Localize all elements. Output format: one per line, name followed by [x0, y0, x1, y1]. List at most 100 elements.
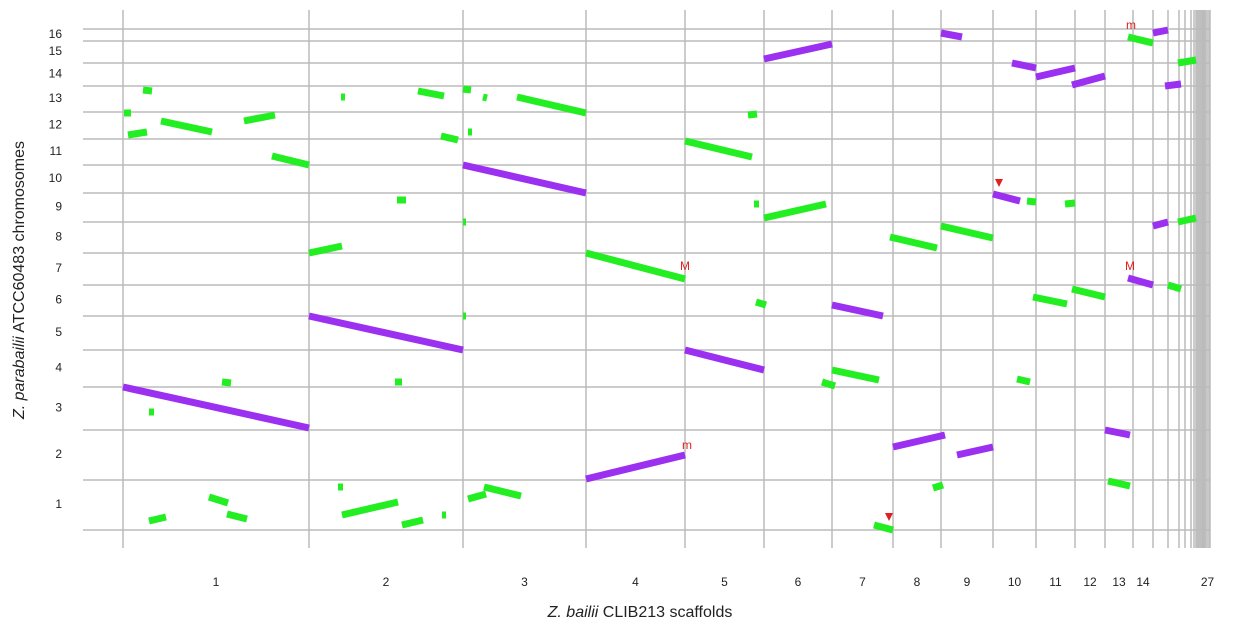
- y-title-species: Z. parabailii: [11, 336, 28, 420]
- y-tick-label: 6: [55, 293, 62, 307]
- synteny-block: [940, 29, 963, 41]
- synteny-block: [308, 312, 464, 354]
- marker-triangle: [885, 513, 893, 521]
- synteny-block: [483, 483, 522, 500]
- grid: [83, 10, 1211, 548]
- x-tick-label: 11: [1049, 575, 1062, 589]
- synteny-block: [467, 490, 487, 503]
- synteny-block: [747, 110, 758, 119]
- synteny-block: [516, 93, 587, 117]
- synteny-block: [1032, 293, 1068, 308]
- y-tick-label: 7: [55, 261, 62, 275]
- synteny-block: [1071, 72, 1106, 89]
- synteny-block: [820, 378, 837, 390]
- x-tick-label: 12: [1083, 575, 1097, 589]
- synteny-block: [1104, 426, 1131, 439]
- synteny-block: [341, 498, 399, 519]
- x-axis-title: Z. bailii CLIB213 scaffolds: [547, 604, 733, 621]
- synteny-block: [1026, 197, 1037, 206]
- synteny-block: [585, 249, 686, 283]
- x-tick-label: 10: [1008, 575, 1022, 589]
- synteny-block: [1071, 285, 1106, 301]
- y-title-text: ATCC60483 chromosomes: [11, 141, 28, 333]
- y-tick-label: 4: [55, 361, 62, 375]
- synteny-block: [831, 366, 880, 384]
- synteny-block: [931, 481, 945, 492]
- x-tick-label: 5: [721, 575, 728, 589]
- y-tick-label: 5: [55, 325, 62, 339]
- segments: [122, 26, 1197, 534]
- synteny-block: [992, 190, 1021, 205]
- x-tick-label: 1: [213, 575, 220, 589]
- synteny-block: [684, 346, 765, 374]
- synteny-block: [754, 298, 768, 309]
- synteny-block: [1107, 477, 1131, 490]
- synteny-block: [462, 85, 472, 94]
- y-tick-label: 9: [55, 200, 62, 214]
- y-tick-label: 8: [55, 230, 62, 244]
- synteny-block: [1016, 375, 1031, 386]
- synteny-block: [763, 40, 833, 63]
- synteny-block: [127, 128, 148, 139]
- synteny-block: [417, 87, 445, 100]
- synteny-block: [956, 443, 994, 459]
- x-tick-label: 7: [859, 575, 866, 589]
- x-tick-label: 2: [383, 575, 390, 589]
- annotation: M: [680, 259, 690, 273]
- synteny-block: [889, 233, 938, 252]
- synteny-block: [1177, 214, 1197, 226]
- y-tick-label: 13: [49, 91, 63, 105]
- y-tick-label: 2: [55, 447, 62, 461]
- x-tick-label: 14: [1136, 575, 1150, 589]
- synteny-block: [142, 86, 153, 95]
- marker-triangle: [995, 179, 1003, 187]
- y-tick-label: 3: [55, 401, 62, 415]
- x-title-text: CLIB213 scaffolds: [603, 604, 733, 621]
- x-tick-label: 4: [632, 575, 639, 589]
- synteny-block: [271, 152, 310, 169]
- x-tick-label: 27: [1201, 575, 1215, 589]
- y-tick-label: 10: [49, 171, 63, 185]
- synteny-block: [1011, 59, 1037, 72]
- synteny-block: [462, 161, 587, 197]
- y-tick-label: 15: [49, 44, 63, 58]
- x-tick-label: 9: [964, 575, 971, 589]
- synteny-block: [873, 521, 894, 534]
- annotation: m: [682, 438, 692, 452]
- x-tick-label: 8: [914, 575, 921, 589]
- synteny-block: [148, 513, 167, 525]
- synteny-block: [160, 117, 213, 136]
- synteny-block: [1152, 218, 1169, 230]
- y-tick-label: 12: [49, 118, 63, 132]
- synteny-block: [1164, 80, 1182, 90]
- synteny-block: [1035, 64, 1076, 81]
- synteny-block: [226, 510, 248, 523]
- y-tick-label: 16: [49, 27, 63, 41]
- annotation: m: [1126, 18, 1136, 32]
- synteny-block: [308, 242, 343, 257]
- x-title-species: Z. bailii: [547, 604, 599, 621]
- y-tick-label: 11: [50, 144, 63, 158]
- synteny-block: [892, 431, 946, 451]
- x-tick-label: 13: [1112, 575, 1126, 589]
- synteny-block: [440, 132, 459, 144]
- synteny-block: [482, 93, 488, 102]
- synteny-block: [221, 378, 232, 387]
- synteny-block: [207, 493, 230, 507]
- synteny-block: [1177, 56, 1197, 67]
- synteny-block: [1152, 26, 1169, 37]
- synteny-block: [585, 451, 686, 483]
- y-axis-title: Z. parabailii ATCC60483 chromosomes: [11, 141, 28, 420]
- synteny-block: [1127, 274, 1154, 289]
- synteny-block: [763, 200, 827, 222]
- y-tick-label: 1: [55, 497, 62, 511]
- x-tick-label: 3: [521, 575, 528, 589]
- synteny-block: [940, 222, 994, 242]
- x-tick-label: 6: [795, 575, 802, 589]
- synteny-block: [1064, 199, 1076, 208]
- synteny-block: [243, 111, 276, 125]
- synteny-block: [1166, 281, 1183, 293]
- synteny-block: [401, 516, 424, 529]
